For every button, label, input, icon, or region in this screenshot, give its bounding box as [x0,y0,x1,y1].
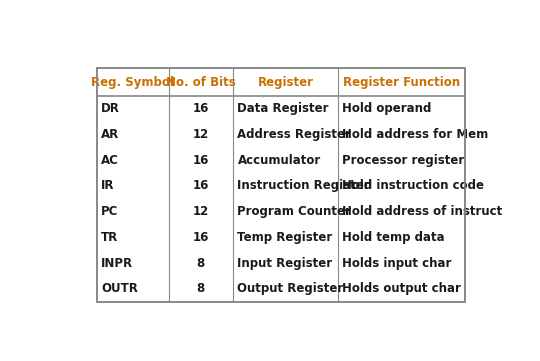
Text: 16: 16 [193,154,209,167]
Text: Holds output char: Holds output char [342,282,461,295]
Text: Hold address of instruct: Hold address of instruct [342,205,503,218]
Text: Instruction Register: Instruction Register [238,179,370,192]
Text: Holds input char: Holds input char [342,257,452,270]
Text: INPR: INPR [101,257,133,270]
Bar [97,68,465,302]
Text: Address Register: Address Register [238,128,352,141]
Text: Accumulator: Accumulator [238,154,321,167]
Text: Data Register: Data Register [238,102,329,115]
Text: 16: 16 [193,102,209,115]
Text: AR: AR [101,128,119,141]
Text: Hold instruction code: Hold instruction code [342,179,484,192]
Text: IR: IR [101,179,114,192]
Text: DR: DR [101,102,120,115]
Text: Hold operand: Hold operand [342,102,432,115]
Text: AC: AC [101,154,119,167]
Text: 8: 8 [197,282,205,295]
Text: Register: Register [258,75,314,88]
Text: Temp Register: Temp Register [238,231,333,244]
Text: Output Register: Output Register [238,282,344,295]
Text: Hold temp data: Hold temp data [342,231,445,244]
Text: PC: PC [101,205,119,218]
Text: Processor register: Processor register [342,154,465,167]
Text: Hold address for Mem: Hold address for Mem [342,128,489,141]
Text: Input Register: Input Register [238,257,333,270]
Text: 12: 12 [193,205,209,218]
Bar [97,68,465,302]
Text: TR: TR [101,231,118,244]
Text: Reg. Symbol: Reg. Symbol [91,75,174,88]
Text: 16: 16 [193,231,209,244]
Text: 12: 12 [193,128,209,141]
Text: OUTR: OUTR [101,282,138,295]
Text: No. of Bits: No. of Bits [166,75,235,88]
Text: 16: 16 [193,179,209,192]
Text: 8: 8 [197,257,205,270]
Text: Program Counter: Program Counter [238,205,352,218]
Text: Register Function: Register Function [343,75,460,88]
